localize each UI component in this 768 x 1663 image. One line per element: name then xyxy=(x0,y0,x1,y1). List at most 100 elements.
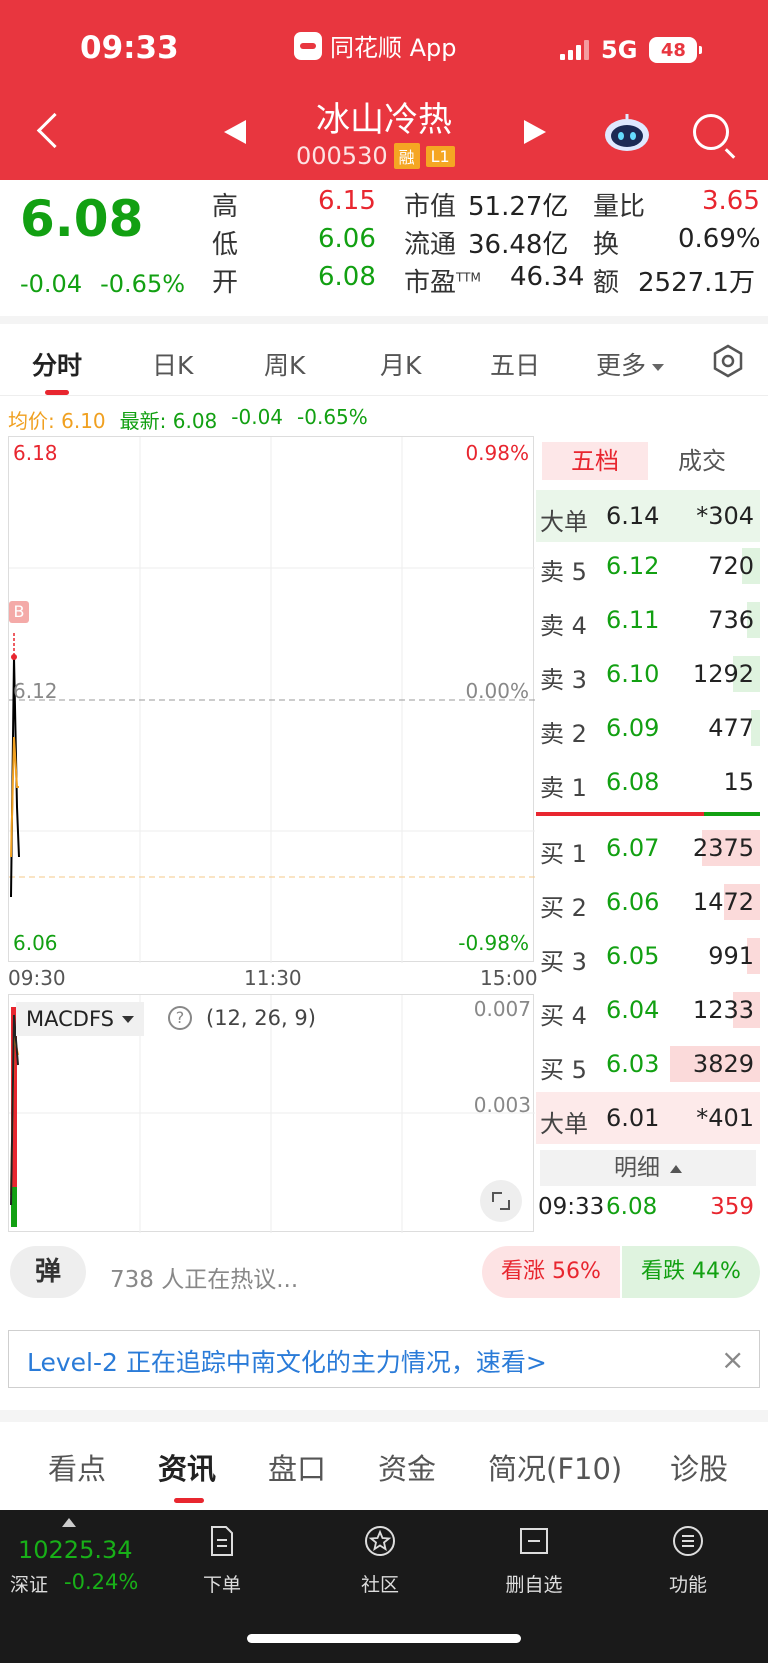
big-sell-vol: *304 xyxy=(696,502,754,530)
nav-functions-button[interactable]: 功能 xyxy=(648,1524,728,1597)
big-buy-price: 6.01 xyxy=(606,1104,660,1132)
search-icon[interactable] xyxy=(693,114,729,150)
status-right: 5G 48 xyxy=(560,36,703,64)
y-axis-top: 6.18 xyxy=(13,441,58,465)
big-sell-label: 大单 xyxy=(540,508,588,536)
back-button[interactable] xyxy=(34,112,62,148)
bid-price: 6.05 xyxy=(606,942,660,970)
price-change: -0.04 -0.65% xyxy=(20,270,185,298)
content-tabs: 看点 资讯 盘口 资金 简况(F10) 诊股 xyxy=(0,1422,768,1510)
section-divider xyxy=(0,316,768,324)
expand-icon[interactable] xyxy=(480,1180,522,1222)
level2-banner[interactable]: Level-2 正在追踪中南文化的主力情况，速看> × xyxy=(8,1330,760,1388)
detail-header[interactable]: 明细 xyxy=(540,1150,756,1186)
ask-row: 卖 3 6.10 1292 xyxy=(536,648,760,700)
bid-volume-bar xyxy=(702,830,760,866)
amount-label: 额 xyxy=(593,268,620,298)
danmu-toggle-button[interactable]: 弹 xyxy=(10,1246,86,1298)
y-axis-mid: 6.12 xyxy=(13,679,58,703)
mcap-label: 市值 xyxy=(404,192,457,222)
time-axis-end: 15:00 xyxy=(480,966,538,990)
change-value: -0.04 xyxy=(20,270,83,298)
bullish-vote-button[interactable]: 看涨 56% xyxy=(482,1246,620,1298)
macd-bar-down xyxy=(11,1187,17,1227)
intraday-chart[interactable]: B 6.18 6.12 6.06 0.98% 0.00% -0.98% xyxy=(8,436,535,963)
robot-assistant-icon[interactable] xyxy=(602,113,652,153)
bid-row: 买 2 6.06 1472 xyxy=(536,876,760,928)
tab-market[interactable]: 盘口 xyxy=(268,1452,327,1486)
prev-stock-button[interactable] xyxy=(224,120,246,144)
chevron-down-icon xyxy=(652,363,665,371)
tab-five-day[interactable]: 五日 xyxy=(490,351,541,380)
banner-text[interactable]: Level-2 正在追踪中南文化的主力情况，速看> xyxy=(27,1348,547,1377)
bid-price: 6.03 xyxy=(606,1050,660,1078)
bid-row: 买 1 6.07 2375 xyxy=(536,822,760,874)
ask-volume: 736 xyxy=(708,606,754,634)
tab-weekly-k[interactable]: 周K xyxy=(264,351,306,380)
tab-diagnosis[interactable]: 诊股 xyxy=(670,1452,729,1486)
tab-capital[interactable]: 资金 xyxy=(378,1452,437,1486)
home-indicator[interactable] xyxy=(247,1634,521,1643)
vol-ratio-value: 3.65 xyxy=(702,186,760,216)
tab-f10[interactable]: 简况(F10) xyxy=(488,1452,623,1486)
bid-row: 买 4 6.04 1233 xyxy=(536,984,760,1036)
ask-row: 卖 2 6.09 477 xyxy=(536,702,760,754)
ask-volume: 477 xyxy=(708,714,754,742)
pe-sup: TTM xyxy=(456,270,481,285)
last-price: 6.08 xyxy=(20,190,144,248)
close-icon[interactable]: × xyxy=(721,1343,745,1376)
open-label: 开 xyxy=(212,268,239,298)
bid-volume: 991 xyxy=(708,942,754,970)
community-star-icon xyxy=(365,1526,395,1556)
tab-daily-k[interactable]: 日K xyxy=(152,351,194,380)
next-stock-button[interactable] xyxy=(524,120,546,144)
chevron-up-icon xyxy=(670,1164,682,1173)
float-label: 流通 xyxy=(404,230,457,260)
low-label: 低 xyxy=(212,230,239,260)
status-app-indicator: 同花顺 App xyxy=(294,28,457,63)
app-logo-icon xyxy=(294,31,322,60)
avg-price: 均价: 6.10 xyxy=(8,409,106,433)
tab-five-levels[interactable]: 五档 xyxy=(542,442,648,480)
ask-volume-bar xyxy=(747,602,760,638)
help-icon[interactable]: ? xyxy=(168,1006,192,1030)
stock-code-row: 000530 融 L1 xyxy=(296,142,455,170)
nav-remove-watchlist-button[interactable]: 删自选 xyxy=(494,1524,574,1597)
quote-panel: 6.08 -0.04 -0.65% 高 6.15 低 6.06 开 6.08 市… xyxy=(0,180,768,316)
tab-news[interactable]: 资讯 xyxy=(158,1452,217,1486)
bearish-vote-button[interactable]: 看跌 44% xyxy=(622,1246,760,1298)
bid-label: 买 1 xyxy=(540,840,587,868)
stock-code: 000530 xyxy=(296,142,388,170)
pct-axis-mid: 0.00% xyxy=(465,679,529,703)
ask-volume: 720 xyxy=(708,552,754,580)
macd-indicator-name: MACDFS xyxy=(26,1007,114,1031)
index-change: -0.24% xyxy=(64,1570,139,1594)
index-value[interactable]: 10225.34 xyxy=(18,1536,133,1564)
order-book: 五档 成交 大单 6.14 *304 卖 5 6.12 720 卖 4 6.11 736 卖… xyxy=(536,436,760,1232)
ask-row: 卖 4 6.11 736 xyxy=(536,594,760,646)
tab-more[interactable]: 更多 xyxy=(596,346,665,382)
signal-icon xyxy=(560,40,589,60)
buy-marker[interactable]: B xyxy=(9,601,29,623)
change-percent: -0.65% xyxy=(100,270,186,298)
pe-value: 46.34 xyxy=(510,262,585,292)
margin-tag: 融 xyxy=(393,143,420,169)
tab-highlights[interactable]: 看点 xyxy=(48,1452,107,1486)
bid-price: 6.07 xyxy=(606,834,660,862)
tab-trades[interactable]: 成交 xyxy=(678,447,726,475)
pct-axis-top: 0.98% xyxy=(465,441,529,465)
discussion-text[interactable]: 738 人正在热议... xyxy=(110,1267,299,1293)
macd-params: (12, 26, 9) xyxy=(206,1006,316,1030)
tick-time: 09:33 xyxy=(538,1194,605,1220)
chevron-up-icon[interactable] xyxy=(62,1518,76,1527)
tab-intraday[interactable]: 分时 xyxy=(32,351,83,380)
bid-row: 买 3 6.05 991 xyxy=(536,930,760,982)
tab-monthly-k[interactable]: 月K xyxy=(380,351,422,380)
avg-line xyxy=(10,736,19,858)
settings-hexagon-icon[interactable] xyxy=(711,344,745,378)
nav-order-button[interactable]: 下单 xyxy=(182,1524,262,1597)
bid-price: 6.04 xyxy=(606,996,660,1024)
bid-row: 买 5 6.03 3829 xyxy=(536,1038,760,1090)
nav-community-button[interactable]: 社区 xyxy=(340,1524,420,1597)
macd-indicator-selector[interactable]: MACDFS xyxy=(16,1002,144,1036)
